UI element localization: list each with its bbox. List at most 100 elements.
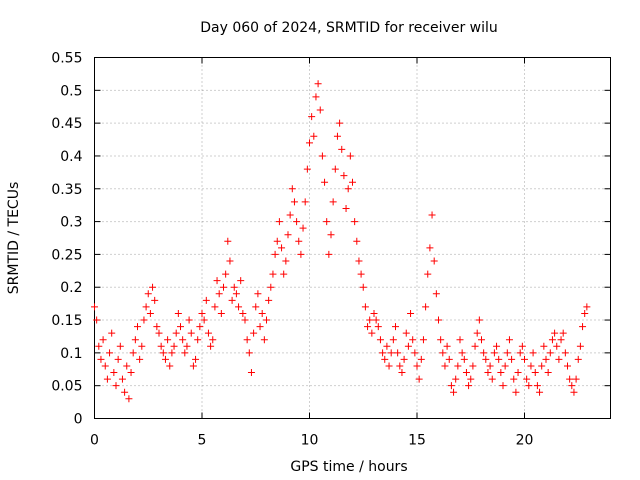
y-tick-label: 0.45: [51, 116, 82, 132]
data-point: [323, 218, 331, 226]
data-point: [497, 369, 505, 377]
data-point: [508, 355, 516, 363]
data-point: [551, 329, 559, 337]
data-point: [411, 349, 419, 357]
data-point: [387, 349, 395, 357]
data-point: [445, 355, 453, 363]
data-point: [252, 303, 260, 311]
data-point: [179, 336, 187, 344]
data-point: [327, 231, 335, 239]
data-point: [398, 369, 406, 377]
data-point: [116, 342, 124, 350]
data-point: [533, 382, 541, 390]
data-point: [146, 309, 154, 317]
data-point: [127, 369, 135, 377]
data-point: [174, 309, 182, 317]
data-points: [91, 80, 591, 403]
data-point: [118, 375, 126, 383]
y-tick-label: 0.4: [60, 149, 82, 165]
data-point: [579, 323, 587, 331]
data-point: [290, 198, 298, 206]
data-point: [269, 270, 277, 278]
data-point: [161, 355, 169, 363]
data-point: [480, 349, 488, 357]
data-point: [288, 185, 296, 193]
data-point: [544, 369, 552, 377]
data-point: [170, 342, 178, 350]
y-tick-label: 0.35: [51, 182, 82, 198]
data-point: [318, 152, 326, 160]
data-point: [392, 323, 399, 331]
data-point: [346, 152, 354, 160]
x-axis-ticks: 0 5 10 15 20: [90, 57, 533, 449]
data-point: [389, 336, 397, 344]
data-point: [142, 303, 150, 311]
data-point: [576, 342, 584, 350]
data-point: [512, 388, 520, 396]
x-tick-label: 5: [198, 433, 207, 449]
chart-title: Day 060 of 2024, SRMTID for receiver wil…: [200, 20, 498, 36]
data-point: [505, 336, 513, 344]
data-point: [482, 355, 490, 363]
data-point: [422, 303, 430, 311]
data-point: [329, 198, 337, 206]
y-tick-label: 0.05: [51, 379, 82, 395]
data-point: [368, 329, 376, 337]
data-point: [454, 362, 462, 370]
data-point: [301, 198, 309, 206]
data-point: [402, 329, 410, 337]
data-point: [521, 355, 528, 363]
data-point: [321, 178, 329, 186]
data-point: [546, 349, 554, 357]
data-point: [561, 349, 569, 357]
data-point: [490, 349, 498, 357]
data-point: [243, 336, 251, 344]
data-point: [293, 218, 301, 226]
data-point: [168, 349, 176, 357]
data-point: [450, 388, 458, 396]
data-point: [280, 270, 288, 278]
data-point: [299, 224, 307, 232]
data-point: [200, 316, 208, 324]
data-point: [258, 309, 266, 317]
data-point: [303, 165, 311, 173]
data-point: [275, 218, 283, 226]
data-point: [370, 309, 378, 317]
data-point: [103, 375, 111, 383]
data-point: [278, 244, 286, 252]
x-tick-label: 10: [301, 433, 319, 449]
data-point: [409, 336, 417, 344]
data-point: [344, 185, 352, 193]
data-point: [183, 342, 191, 350]
data-point: [129, 349, 137, 357]
data-point: [149, 283, 157, 291]
data-point: [284, 231, 292, 239]
data-point: [372, 316, 380, 324]
data-point: [256, 323, 264, 331]
data-point: [342, 204, 350, 212]
data-point: [349, 178, 356, 186]
data-point: [237, 277, 245, 285]
data-point: [495, 355, 503, 363]
data-point: [381, 355, 389, 363]
grid-lines: [94, 57, 611, 419]
data-point: [250, 329, 258, 337]
data-point: [570, 388, 578, 396]
data-point: [366, 316, 374, 324]
data-point: [462, 369, 470, 377]
data-point: [177, 323, 184, 331]
data-point: [254, 290, 262, 298]
data-point: [456, 336, 464, 344]
data-point: [153, 323, 161, 331]
y-tick-label: 0: [74, 412, 83, 428]
data-point: [140, 316, 148, 324]
data-point: [241, 316, 249, 324]
data-point: [306, 139, 313, 147]
data-point: [108, 329, 116, 337]
data-point: [159, 349, 167, 357]
data-point: [540, 342, 548, 350]
data-point: [222, 270, 230, 278]
x-tick-label: 0: [90, 433, 99, 449]
data-point: [394, 349, 402, 357]
data-point: [340, 172, 348, 180]
